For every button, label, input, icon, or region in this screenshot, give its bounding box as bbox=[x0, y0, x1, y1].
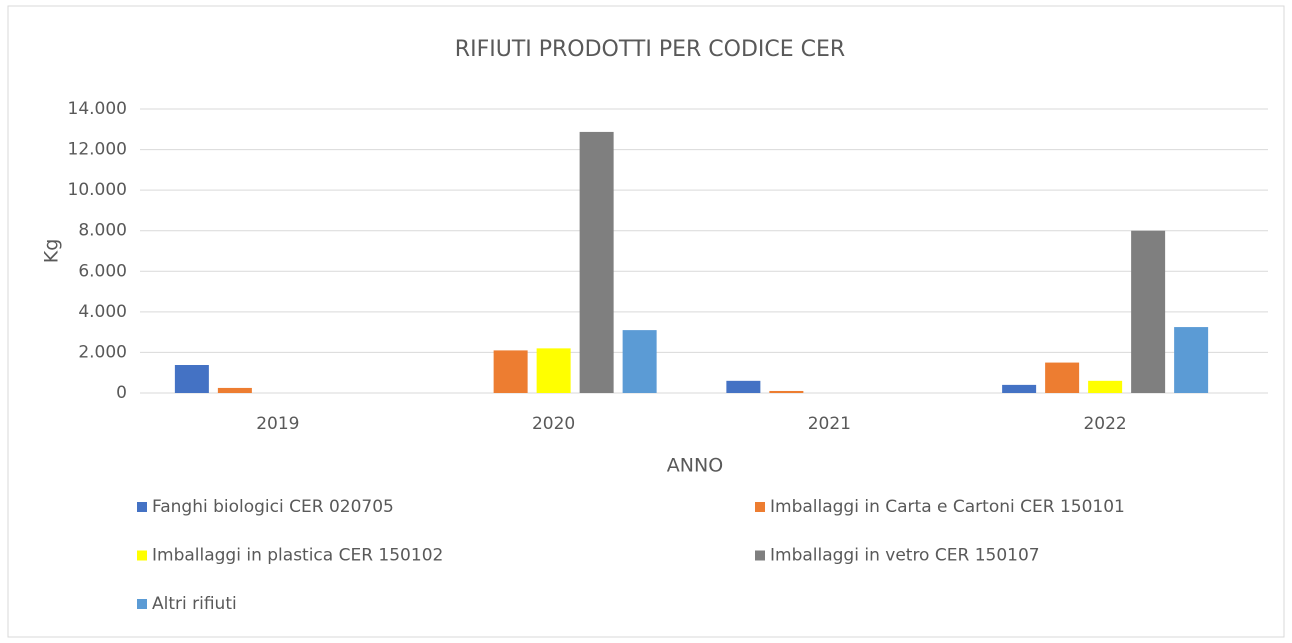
legend-swatch bbox=[755, 550, 765, 561]
x-tick-label: 2021 bbox=[808, 414, 851, 434]
bar bbox=[1002, 384, 1037, 393]
x-tick-label: 2022 bbox=[1083, 414, 1126, 434]
y-tick-label: 8.000 bbox=[78, 221, 127, 241]
y-tick-label: 14.000 bbox=[68, 99, 127, 119]
legend-label: Fanghi biologici CER 020705 bbox=[152, 497, 394, 517]
bar bbox=[1174, 327, 1209, 393]
bar bbox=[726, 380, 761, 393]
bar bbox=[769, 390, 804, 393]
legend-swatch bbox=[755, 502, 765, 512]
y-tick-label: 0 bbox=[116, 383, 127, 403]
bar bbox=[579, 131, 614, 393]
x-tick-label: 2020 bbox=[532, 414, 575, 434]
bar bbox=[1131, 230, 1166, 393]
legend-swatch bbox=[137, 599, 147, 609]
bar bbox=[1088, 380, 1123, 393]
bar bbox=[493, 350, 528, 393]
bar bbox=[1045, 362, 1080, 393]
legend-label: Imballaggi in vetro CER 150107 bbox=[770, 546, 1040, 566]
legend-label: Imballaggi in Carta e Cartoni CER 150101 bbox=[770, 497, 1125, 517]
x-tick-label: 2019 bbox=[256, 414, 299, 434]
chart-title: RIFIUTI PRODOTTI PER CODICE CER bbox=[455, 37, 845, 62]
y-tick-label: 4.000 bbox=[78, 302, 127, 322]
bar bbox=[217, 387, 252, 393]
y-tick-label: 10.000 bbox=[68, 180, 127, 200]
bar bbox=[622, 330, 657, 393]
y-axis-title: Kg bbox=[41, 239, 63, 264]
y-tick-label: 6.000 bbox=[78, 261, 127, 281]
chart-border bbox=[7, 5, 1285, 638]
bar bbox=[174, 365, 209, 393]
bar bbox=[536, 348, 571, 393]
legend-swatch bbox=[137, 550, 147, 561]
x-axis-title: ANNO bbox=[667, 455, 723, 477]
legend-label: Imballaggi in plastica CER 150102 bbox=[152, 546, 443, 566]
y-tick-label: 12.000 bbox=[68, 140, 127, 160]
legend-label: Altri rifiuti bbox=[152, 594, 237, 614]
legend-swatch bbox=[137, 502, 147, 512]
y-tick-label: 2.000 bbox=[78, 342, 127, 362]
